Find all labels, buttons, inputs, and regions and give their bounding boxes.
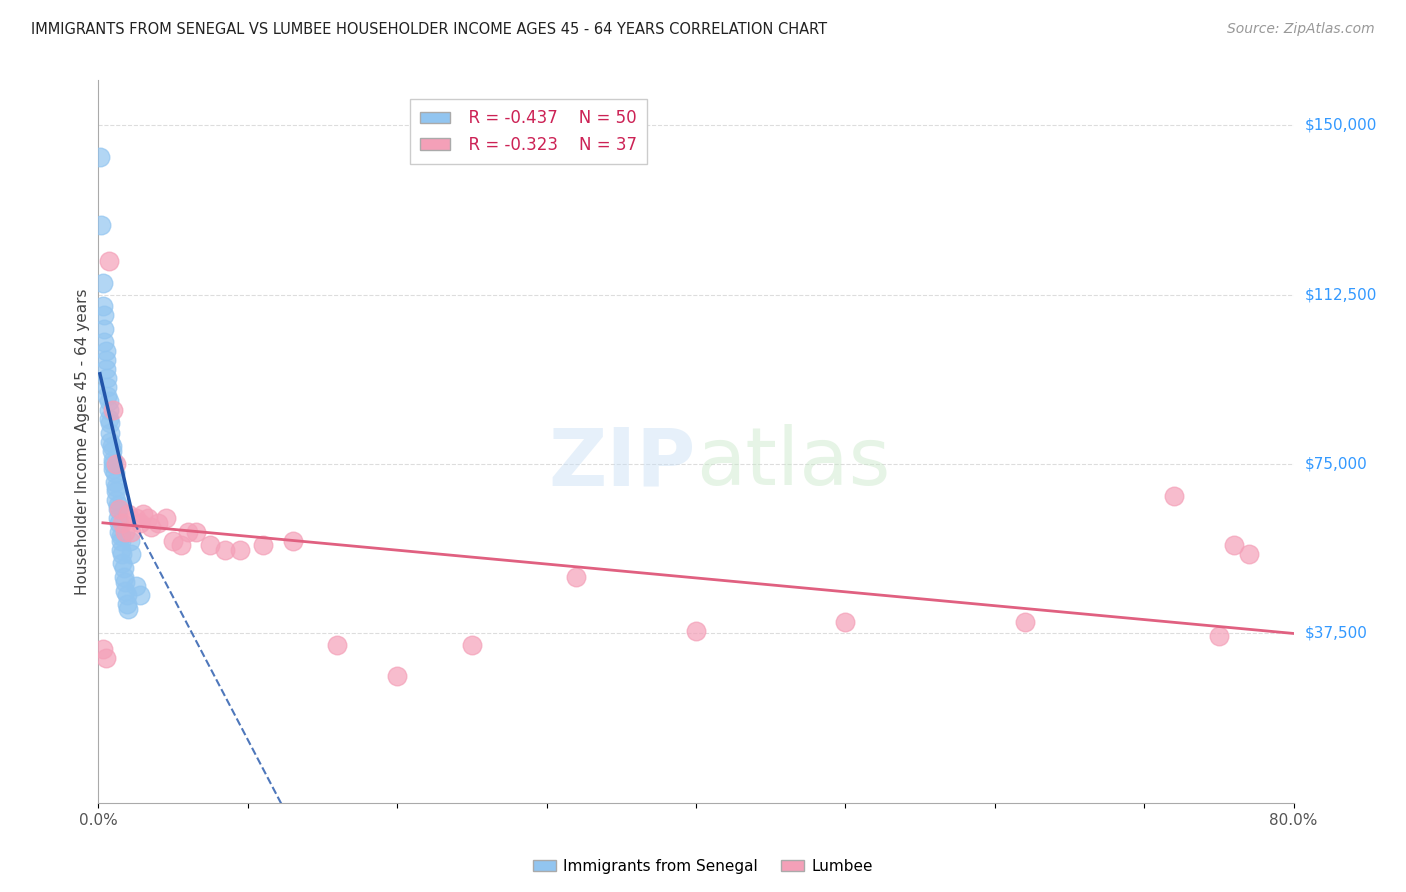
Point <box>169 538 191 552</box>
Point <box>326 638 349 652</box>
Point <box>112 570 135 584</box>
Point <box>114 574 136 589</box>
Point <box>214 542 236 557</box>
Point <box>96 371 118 385</box>
Point <box>98 425 122 440</box>
Point <box>252 538 274 552</box>
Point <box>120 548 142 562</box>
Point <box>111 548 134 562</box>
Point <box>834 615 856 630</box>
Point <box>114 524 136 539</box>
Text: $150,000: $150,000 <box>1305 118 1376 133</box>
Point <box>103 452 125 467</box>
Point <box>93 335 115 350</box>
Point <box>132 507 155 521</box>
Point <box>385 669 409 683</box>
Point <box>115 588 138 602</box>
Point <box>105 493 128 508</box>
Point <box>93 308 115 322</box>
Point <box>125 511 148 525</box>
Point <box>136 511 159 525</box>
Point <box>111 516 134 530</box>
Point <box>117 601 139 615</box>
Point <box>1014 615 1036 630</box>
Point <box>281 533 304 548</box>
Point <box>89 150 111 164</box>
Point <box>1223 538 1246 552</box>
Point <box>200 538 222 552</box>
Point <box>97 403 120 417</box>
Point <box>108 524 131 539</box>
Point <box>107 498 129 512</box>
Point <box>97 412 120 426</box>
Point <box>129 588 152 602</box>
Point <box>229 542 252 557</box>
Point <box>1208 629 1230 643</box>
Point <box>1237 548 1260 562</box>
Point <box>105 457 128 471</box>
Point <box>103 403 125 417</box>
Text: ZIP: ZIP <box>548 425 696 502</box>
Point <box>101 443 124 458</box>
Point <box>1163 489 1185 503</box>
Text: $75,000: $75,000 <box>1305 457 1368 472</box>
Point <box>110 542 132 557</box>
Point <box>93 321 115 335</box>
Point <box>565 570 588 584</box>
Point <box>112 561 135 575</box>
Point <box>129 516 152 530</box>
Text: atlas: atlas <box>696 425 890 502</box>
Point <box>91 277 114 291</box>
Point <box>94 362 117 376</box>
Point <box>162 533 184 548</box>
Point <box>98 434 122 449</box>
Point <box>104 466 127 480</box>
Y-axis label: Householder Income Ages 45 - 64 years: Householder Income Ages 45 - 64 years <box>75 288 90 595</box>
Point <box>184 524 207 539</box>
Point <box>91 642 114 657</box>
Point <box>155 511 177 525</box>
Point <box>90 218 112 232</box>
Point <box>94 651 117 665</box>
Point <box>115 597 138 611</box>
Text: IMMIGRANTS FROM SENEGAL VS LUMBEE HOUSEHOLDER INCOME AGES 45 - 64 YEARS CORRELAT: IMMIGRANTS FROM SENEGAL VS LUMBEE HOUSEH… <box>31 22 827 37</box>
Point <box>461 638 484 652</box>
Text: Source: ZipAtlas.com: Source: ZipAtlas.com <box>1227 22 1375 37</box>
Point <box>97 253 120 268</box>
Point <box>125 579 148 593</box>
Legend: Immigrants from Senegal, Lumbee: Immigrants from Senegal, Lumbee <box>527 853 879 880</box>
Point <box>148 516 170 530</box>
Text: $112,500: $112,500 <box>1305 287 1376 302</box>
Point <box>101 439 124 453</box>
Point <box>97 393 120 408</box>
Point <box>107 502 129 516</box>
Point <box>177 524 200 539</box>
Point <box>110 533 132 548</box>
Point <box>105 480 128 494</box>
Point <box>103 457 125 471</box>
Point <box>103 461 125 475</box>
Point <box>685 624 707 639</box>
Point <box>117 507 139 521</box>
Point <box>118 533 141 548</box>
Point <box>96 389 118 403</box>
Point <box>108 502 131 516</box>
Point <box>98 417 122 431</box>
Point <box>108 516 131 530</box>
Point <box>91 299 114 313</box>
Point <box>94 353 117 368</box>
Point <box>96 380 118 394</box>
Point <box>110 529 132 543</box>
Point <box>105 484 128 499</box>
Text: $37,500: $37,500 <box>1305 626 1368 641</box>
Point <box>107 511 129 525</box>
Point <box>104 475 127 490</box>
Point <box>94 344 117 359</box>
Point <box>139 520 162 534</box>
Point <box>114 583 136 598</box>
Legend:   R = -0.437    N = 50,   R = -0.323    N = 37: R = -0.437 N = 50, R = -0.323 N = 37 <box>411 99 647 164</box>
Point <box>111 557 134 571</box>
Point <box>120 524 142 539</box>
